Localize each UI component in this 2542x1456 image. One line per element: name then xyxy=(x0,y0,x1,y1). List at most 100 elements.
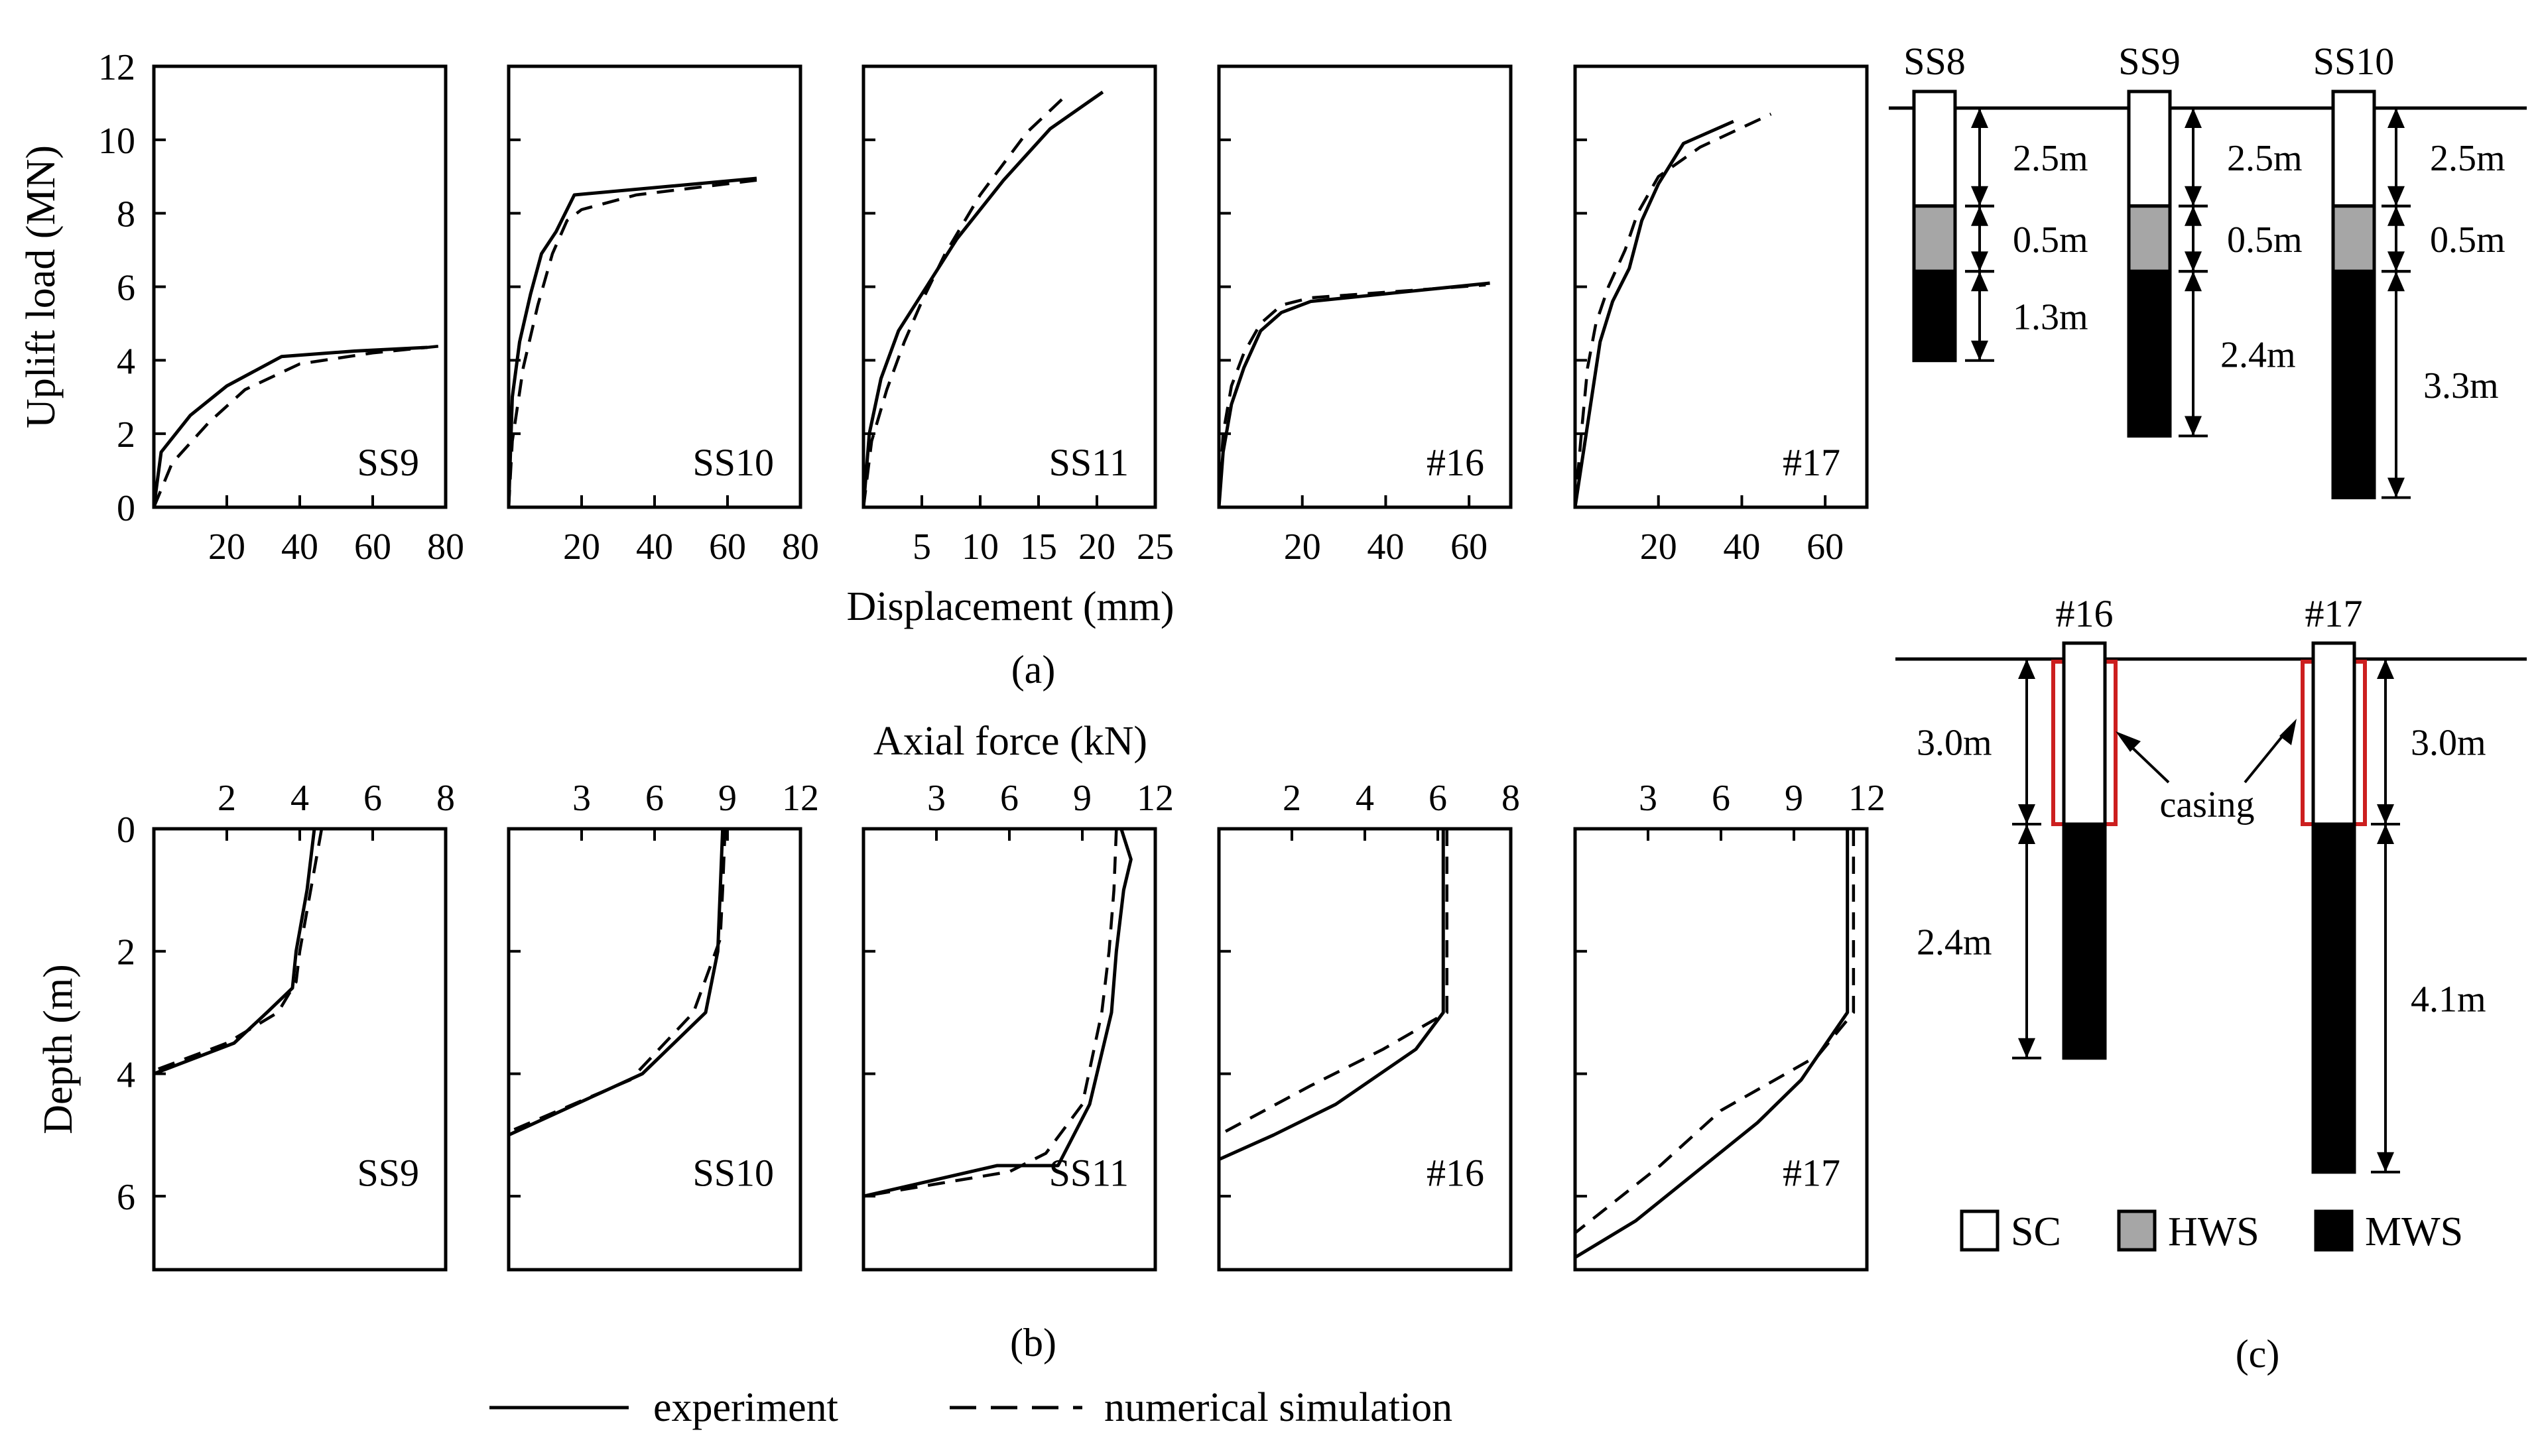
x-tick-label: 2 xyxy=(1283,778,1301,819)
panel-name-#17: #17 xyxy=(1783,1152,1840,1195)
dim-label-sc: 2.5m xyxy=(2013,138,2088,179)
panel-name-SS10: SS10 xyxy=(692,441,774,484)
x-tick-label: 60 xyxy=(709,526,746,568)
dim-label-upper: 3.0m xyxy=(2411,723,2486,764)
legend-simulation-label: numerical simulation xyxy=(1104,1385,1452,1430)
legend: experiment numerical simulation xyxy=(489,1385,1452,1430)
caption-c: (c) xyxy=(2236,1332,2280,1376)
y-tick-label: 8 xyxy=(117,194,135,235)
captions: (a) (b) (c) xyxy=(1010,648,2279,1376)
panel-name-SS10: SS10 xyxy=(692,1152,774,1195)
dim-arrowhead xyxy=(1971,186,1988,206)
dim-arrowhead xyxy=(2185,186,2202,206)
x-tick-label: 15 xyxy=(1020,526,1057,568)
pile-sc-segment xyxy=(2331,90,2376,208)
x-tick-label: 60 xyxy=(354,526,391,568)
pile-sc-segment xyxy=(2062,641,2107,826)
x-tick-label: 4 xyxy=(290,778,309,819)
series-simulation-SS9 xyxy=(153,828,324,1072)
y-tick-label: 6 xyxy=(117,268,135,309)
legend-label-sc: SC xyxy=(2011,1209,2061,1254)
chart-b-axial-force: 2 4 6 8 0 2 4 6 SS9 3 6 9 12 SS10 3 6 9 12 SS11 2 4 6 8 #16 3 6 9 1… xyxy=(36,719,1885,1272)
dim-label-upper: 3.0m xyxy=(1917,723,1992,764)
dim-arrowhead xyxy=(1971,206,1988,226)
dim-arrowhead xyxy=(2018,824,2035,844)
y-tick-label: 12 xyxy=(98,47,135,88)
x-tick-label: 10 xyxy=(962,526,999,568)
series-experiment-SS9 xyxy=(153,828,316,1075)
series-simulation-SS11 xyxy=(863,828,1118,1198)
dim-label-hws: 0.5m xyxy=(2227,219,2303,261)
casing-callout: casing xyxy=(2116,719,2297,825)
pile-name: SS10 xyxy=(2313,40,2395,83)
pile-name: #16 xyxy=(2056,592,2114,635)
dim-arrowhead xyxy=(2018,1038,2035,1058)
panel-name-SS9: SS9 xyxy=(357,1152,419,1195)
x-tick-label: 40 xyxy=(1723,526,1760,568)
dim-arrowhead xyxy=(2387,251,2405,272)
legend-swatch-sc xyxy=(1960,1209,2000,1252)
panel-b-no17: 3 6 9 12 #17 xyxy=(1573,778,1885,1272)
panel-name-SS11: SS11 xyxy=(1049,1152,1129,1195)
dim-arrowhead xyxy=(2185,416,2202,436)
panel-a-SS9: 20 40 60 80 0 2 4 6 8 10 12 SS9 xyxy=(98,47,464,568)
dim-arrowhead xyxy=(1971,271,1988,292)
y-tick-label: 4 xyxy=(117,341,135,382)
x-tick-label: 40 xyxy=(636,526,673,568)
pile-sc-segment xyxy=(1912,90,1957,208)
series-experiment-#17 xyxy=(1573,119,1734,508)
x-tick-label: 6 xyxy=(363,778,382,819)
casing-pointer-head xyxy=(2116,731,2141,752)
x-tick-label: 12 xyxy=(782,778,819,819)
x-tick-label: 12 xyxy=(1848,778,1885,819)
x-tick-label: 40 xyxy=(1367,526,1404,568)
y-tick-label: 0 xyxy=(117,810,135,851)
x-tick-label: 40 xyxy=(281,526,318,568)
dim-arrowhead xyxy=(2387,186,2405,206)
dim-label-mws: 2.4m xyxy=(2220,334,2296,375)
x-axis-title-b: Axial force (kN) xyxy=(873,719,1147,764)
pile-mws-segment xyxy=(2311,822,2356,1174)
panel-frame xyxy=(861,827,1157,1272)
dim-arrowhead xyxy=(2387,477,2405,498)
dim-arrowhead xyxy=(2377,1152,2394,1172)
dim-arrowhead xyxy=(1971,108,1988,128)
x-tick-label: 80 xyxy=(427,526,464,568)
dim-arrowhead xyxy=(2377,659,2394,679)
dim-arrowhead xyxy=(2377,824,2394,844)
series-experiment-SS11 xyxy=(861,90,1104,508)
legend-experiment-label: experiment xyxy=(653,1385,838,1430)
panel-b-SS11: 3 6 9 12 SS11 xyxy=(861,778,1174,1272)
pile-no16: #16 3.0m 2.4m xyxy=(1917,592,2118,1060)
x-tick-label: 2 xyxy=(218,778,236,819)
x-tick-label: 12 xyxy=(1137,778,1174,819)
casing-pointer xyxy=(2244,728,2289,784)
series-simulation-#16 xyxy=(1218,829,1448,1136)
x-tick-label: 25 xyxy=(1137,526,1174,568)
dim-arrowhead xyxy=(2387,108,2405,128)
series-experiment-SS9 xyxy=(152,345,428,508)
pile-mws-segment xyxy=(2062,822,2107,1060)
soil-legend: SC HWS MWS xyxy=(1960,1209,2463,1254)
x-tick-label: 3 xyxy=(1639,778,1657,819)
dim-label-hws: 0.5m xyxy=(2013,219,2088,261)
x-tick-label: 20 xyxy=(1640,526,1677,568)
pile-name: SS9 xyxy=(2118,40,2181,83)
series-simulation-SS11 xyxy=(861,98,1063,508)
series-experiment-#17 xyxy=(1574,829,1850,1259)
x-tick-label: 4 xyxy=(1356,778,1374,819)
x-tick-label: 80 xyxy=(782,526,819,568)
series-simulation-#17 xyxy=(1574,829,1856,1235)
y-tick-label: 6 xyxy=(117,1177,135,1218)
legend-swatch-mws xyxy=(2314,1209,2354,1252)
x-tick-label: 9 xyxy=(1073,778,1092,819)
dim-arrowhead xyxy=(2018,804,2035,824)
pile-sc-segment xyxy=(2127,90,2172,208)
x-axis-title-a: Displacement (mm) xyxy=(846,584,1174,629)
dim-label-hws: 0.5m xyxy=(2430,219,2506,261)
series-experiment-#16 xyxy=(1217,281,1490,508)
dim-label-sc: 2.5m xyxy=(2227,138,2303,179)
panel-a-no17: 20 40 60 #17 xyxy=(1573,64,1869,568)
